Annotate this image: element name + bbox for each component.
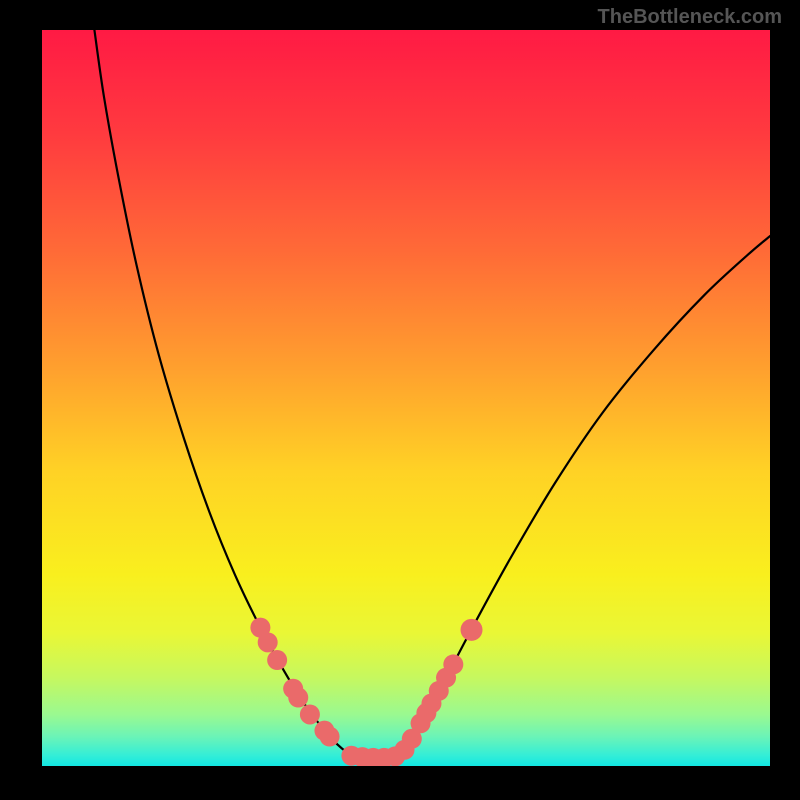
- data-marker: [320, 727, 340, 747]
- data-marker: [267, 650, 287, 670]
- data-marker: [443, 654, 463, 674]
- attribution-text: TheBottleneck.com: [598, 6, 782, 29]
- plot-area: [42, 30, 770, 766]
- data-marker: [461, 619, 483, 641]
- v-curve-line: [94, 30, 770, 757]
- data-marker: [288, 688, 308, 708]
- data-marker: [300, 704, 320, 724]
- data-marker: [258, 632, 278, 652]
- chart-stage: TheBottleneck.com: [0, 0, 800, 800]
- curve-svg: [42, 30, 770, 766]
- marker-layer: [250, 618, 482, 766]
